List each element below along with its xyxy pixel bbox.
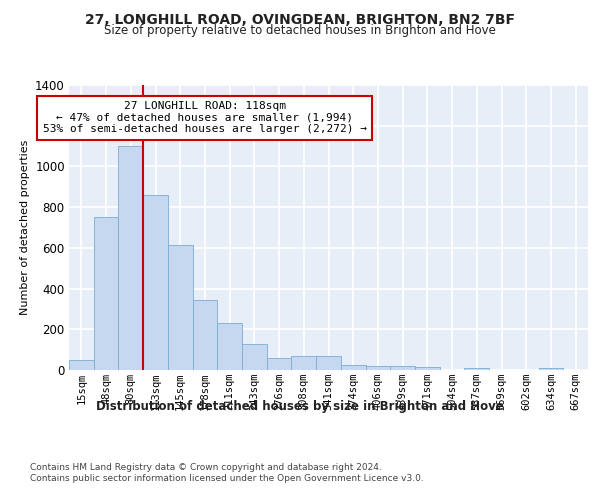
Bar [415, 367, 440, 370]
Text: Contains public sector information licensed under the Open Government Licence v3: Contains public sector information licen… [30, 474, 424, 483]
Text: 27, LONGHILL ROAD, OVINGDEAN, BRIGHTON, BN2 7BF: 27, LONGHILL ROAD, OVINGDEAN, BRIGHTON, … [85, 12, 515, 26]
Text: Contains HM Land Registry data © Crown copyright and database right 2024.: Contains HM Land Registry data © Crown c… [30, 462, 382, 471]
Bar [217, 323, 242, 370]
Bar [242, 344, 267, 370]
Bar [316, 356, 341, 370]
Bar [292, 356, 316, 370]
Text: 27 LONGHILL ROAD: 118sqm
← 47% of detached houses are smaller (1,994)
53% of sem: 27 LONGHILL ROAD: 118sqm ← 47% of detach… [43, 102, 367, 134]
Bar [94, 218, 118, 370]
Bar [168, 245, 193, 370]
Bar [69, 360, 94, 370]
Bar [365, 366, 390, 370]
Y-axis label: Number of detached properties: Number of detached properties [20, 140, 29, 315]
Bar [464, 368, 489, 370]
Bar [341, 365, 365, 370]
Bar [193, 300, 217, 370]
Bar [390, 366, 415, 370]
Bar [118, 146, 143, 370]
Text: Size of property relative to detached houses in Brighton and Hove: Size of property relative to detached ho… [104, 24, 496, 37]
Bar [539, 368, 563, 370]
Bar [267, 358, 292, 370]
Bar [143, 195, 168, 370]
Text: Distribution of detached houses by size in Brighton and Hove: Distribution of detached houses by size … [96, 400, 504, 413]
